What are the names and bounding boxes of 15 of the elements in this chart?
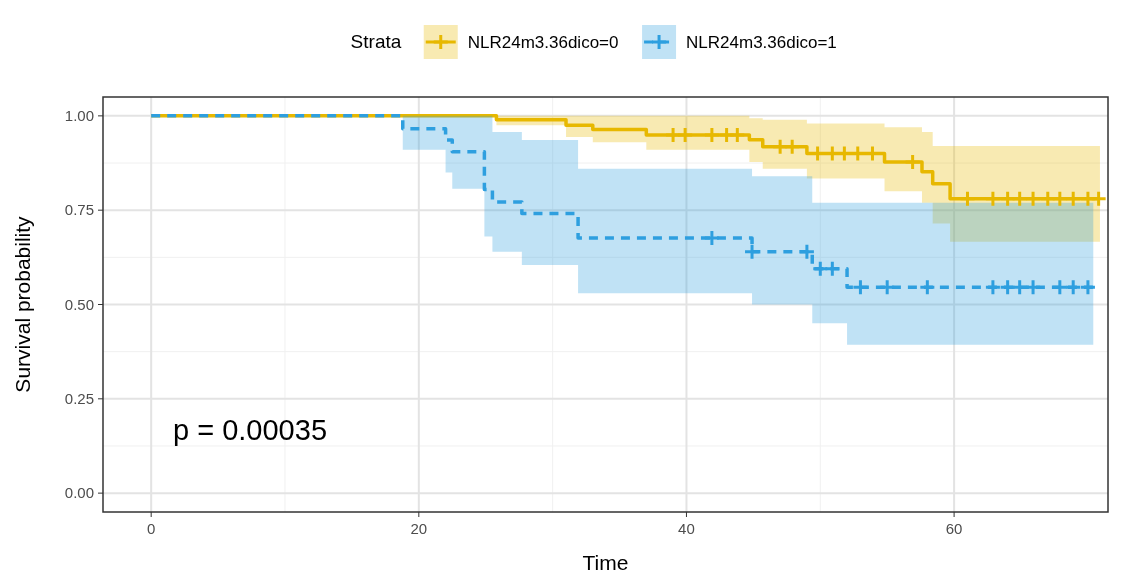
- x-tick-label: 40: [678, 520, 695, 537]
- annotation: p = 0.00035: [173, 414, 328, 446]
- y-tick-label: 0.25: [64, 389, 94, 407]
- y-tick-label: 0.50: [64, 295, 94, 313]
- y-axis-title: Survival probability: [11, 215, 34, 393]
- legend-title: Strata: [350, 31, 402, 52]
- legend-label: NLR24m3.36dico=0: [467, 33, 619, 52]
- x-tick-label: 20: [410, 520, 428, 537]
- y-tick-label: 0.75: [64, 201, 94, 219]
- x-tick-label: 60: [945, 520, 963, 537]
- y-tick-label: 0.00: [64, 484, 94, 502]
- x-tick-label: 0: [147, 520, 156, 537]
- y-tick-label: 1.00: [64, 106, 94, 124]
- x-axis-title: Time: [582, 551, 629, 574]
- legend-label: NLR24m3.36dico=1: [686, 33, 837, 52]
